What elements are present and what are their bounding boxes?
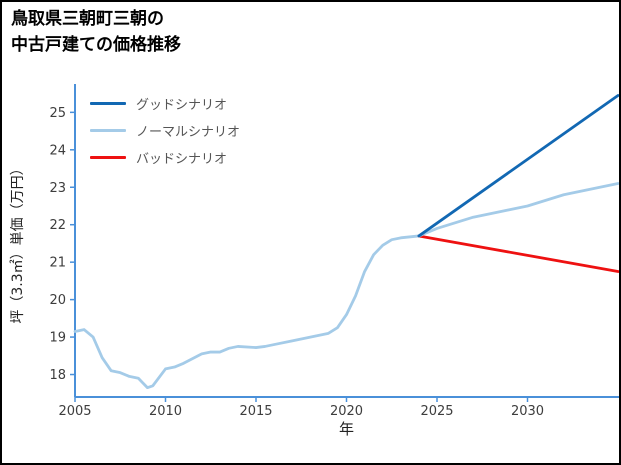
series-line-normal xyxy=(417,182,619,238)
legend-item-bad: バッドシナリオ xyxy=(90,148,240,167)
legend-swatch-normal xyxy=(90,128,126,132)
legend-label-good: グッドシナリオ xyxy=(136,97,228,113)
y-tick-label: 23 xyxy=(49,181,66,196)
x-tick-label: 2020 xyxy=(330,404,363,419)
legend-label-normal: ノーマルシナリオ xyxy=(136,124,241,140)
y-tick-label: 20 xyxy=(49,293,66,308)
legend-item-good: グッドシナリオ xyxy=(90,94,240,113)
y-axis-label: 坪（3.3㎡）単価（万円） xyxy=(10,161,26,323)
chart-title-line1: 鳥取県三朝町三朝の xyxy=(11,9,164,29)
legend-label-bad: バッドシナリオ xyxy=(136,151,228,167)
series-line-history xyxy=(73,234,421,390)
x-tick-label: 2015 xyxy=(239,404,272,419)
y-tick-label: 22 xyxy=(49,218,66,233)
y-tick-label: 24 xyxy=(49,143,66,158)
legend-item-normal: ノーマルシナリオ xyxy=(90,121,241,140)
y-tick-label: 18 xyxy=(49,368,66,383)
chart-title: 鳥取県三朝町三朝の 中古戸建ての価格推移 xyxy=(11,7,181,58)
x-tick-label: 2010 xyxy=(149,404,182,419)
x-axis-label: 年 xyxy=(339,420,354,438)
series-line-bad xyxy=(417,234,619,273)
legend-swatch-good xyxy=(90,101,126,105)
legend-swatch-bad xyxy=(90,155,126,159)
chart-legend: グッドシナリオ ノーマルシナリオ バッドシナリオ xyxy=(90,94,241,167)
x-tick-label: 2025 xyxy=(420,404,453,419)
chart-title-line2: 中古戸建ての価格推移 xyxy=(11,34,181,55)
x-tick-label: 2030 xyxy=(511,404,544,419)
y-tick-label: 25 xyxy=(49,106,66,121)
y-tick-label: 19 xyxy=(49,331,66,346)
y-tick-label: 21 xyxy=(49,256,66,271)
series-line-good xyxy=(417,94,619,238)
x-tick-label: 2005 xyxy=(58,404,91,419)
